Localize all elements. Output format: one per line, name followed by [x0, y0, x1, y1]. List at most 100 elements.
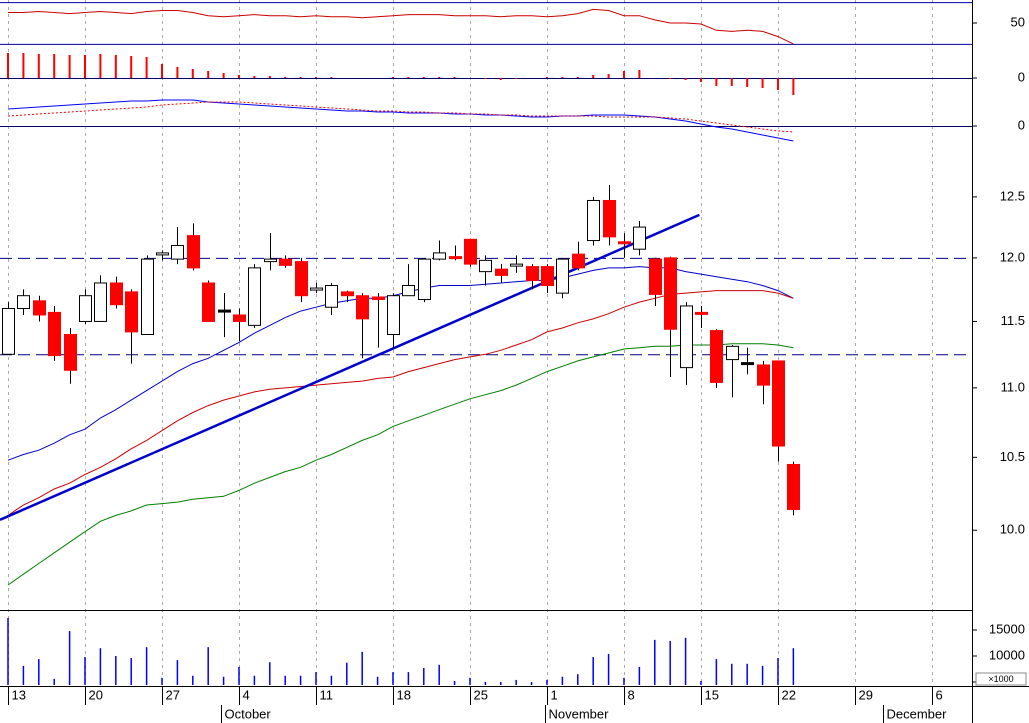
candle-body — [372, 296, 385, 301]
candle-body — [356, 295, 369, 320]
bar — [699, 78, 702, 82]
candle-body — [757, 364, 770, 386]
bar — [7, 618, 9, 685]
bar — [576, 77, 579, 78]
bar — [545, 77, 548, 78]
candle-body — [464, 238, 477, 265]
bar — [515, 679, 517, 685]
month-label: November — [549, 706, 610, 721]
x-tick-label: 8 — [628, 687, 635, 702]
bar — [638, 666, 641, 685]
candle-body — [418, 258, 431, 301]
line — [7, 343, 794, 586]
bar — [654, 639, 656, 685]
bar — [130, 658, 132, 685]
x-tick-label: 1 — [551, 687, 558, 702]
y-tick-label: 11.0 — [1001, 379, 1025, 394]
bar — [392, 672, 394, 685]
bar — [592, 75, 595, 78]
bar — [99, 54, 102, 78]
bar — [777, 658, 779, 685]
line — [7, 266, 794, 461]
bar — [515, 78, 518, 79]
bar — [192, 675, 194, 685]
bar — [161, 64, 163, 78]
y-tick-label: 0 — [1018, 69, 1025, 84]
axis: 500012.512.011.511.010.510.0150001000050… — [8, 14, 1027, 723]
candle-body — [218, 309, 231, 313]
bar — [669, 640, 671, 685]
bar — [299, 77, 302, 78]
bar — [207, 71, 210, 78]
bar — [422, 77, 425, 78]
candle-body — [64, 333, 77, 371]
bar — [607, 653, 610, 685]
bar — [761, 78, 764, 88]
y-tick-label: 50 — [1011, 14, 1025, 29]
candle-body — [433, 252, 446, 260]
candle-body — [680, 305, 693, 369]
candle-body — [156, 252, 169, 256]
bar — [746, 78, 749, 87]
bar — [715, 659, 718, 685]
candle-body — [125, 291, 138, 333]
candle-body — [402, 285, 415, 297]
candle-body — [649, 258, 662, 295]
bar — [284, 675, 286, 685]
bar — [268, 76, 271, 78]
bar — [330, 675, 333, 685]
candle-body — [618, 241, 631, 245]
candle-body — [479, 259, 492, 273]
candle-body — [526, 266, 539, 281]
candle-body — [603, 199, 616, 238]
candle-body — [495, 268, 508, 276]
x-tick-label: 15 — [705, 687, 719, 702]
bar — [68, 631, 71, 685]
y-tick-label: 12.5 — [1000, 188, 1025, 203]
bar — [53, 54, 56, 78]
bar — [391, 77, 394, 78]
candle-body — [726, 345, 739, 361]
x-tick-label: 25 — [474, 687, 488, 702]
x-tick-label: 18 — [397, 687, 411, 702]
bar — [684, 78, 687, 80]
line — [7, 290, 794, 516]
bar — [561, 676, 564, 685]
bar — [84, 55, 87, 78]
bar — [145, 57, 148, 78]
bar — [731, 663, 733, 685]
candle-body — [110, 282, 123, 306]
y-tick-label: 12.0 — [1000, 249, 1025, 264]
bar — [269, 662, 271, 685]
y-tick-label: 10.5 — [1000, 449, 1025, 464]
bar — [407, 77, 410, 78]
bar — [315, 672, 317, 685]
bar — [423, 667, 425, 685]
bar — [207, 647, 209, 685]
bar — [577, 674, 579, 685]
bar — [730, 78, 733, 86]
line — [7, 101, 794, 133]
bar — [376, 676, 379, 685]
candle-body — [572, 253, 585, 269]
candle-body — [772, 360, 785, 447]
bar — [37, 54, 40, 78]
bar — [761, 665, 764, 685]
candle-body — [341, 291, 354, 297]
y-tick-label: 15000 — [989, 621, 1025, 636]
candle-body — [695, 311, 708, 315]
bar — [99, 648, 102, 685]
bar — [622, 71, 625, 78]
candle-body — [17, 295, 30, 310]
bar — [253, 675, 256, 685]
bar — [776, 78, 779, 90]
x-tick-label: 29 — [859, 687, 873, 702]
candle-body — [541, 266, 554, 287]
bar — [453, 680, 456, 685]
bar — [38, 659, 40, 685]
x-tick-label: 22 — [782, 687, 796, 702]
candle-body — [202, 282, 215, 322]
candle-body — [187, 235, 200, 269]
